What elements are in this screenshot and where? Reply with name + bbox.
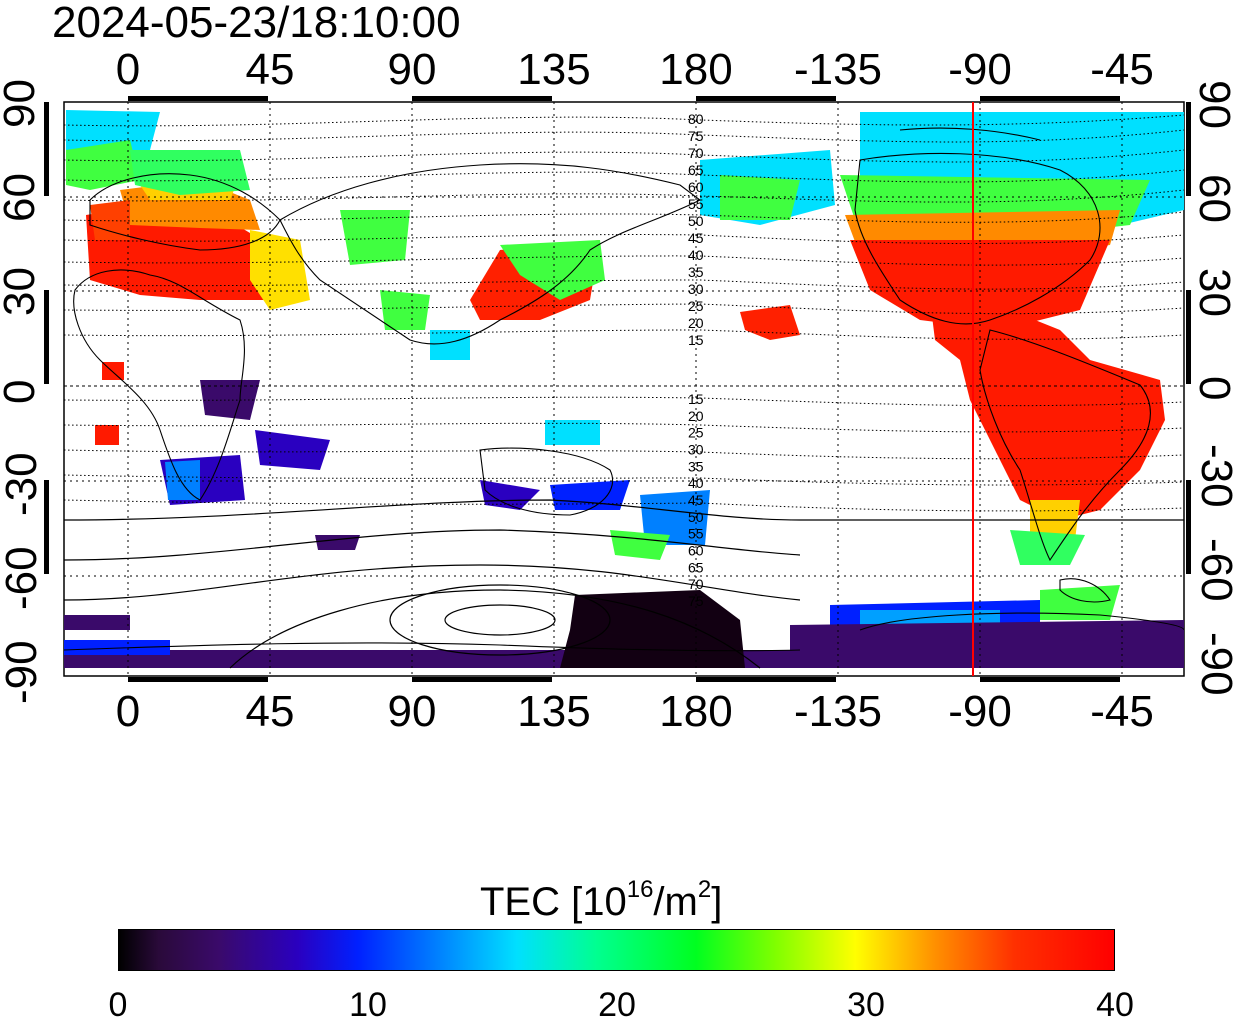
- contour-label-north: 80: [688, 111, 704, 127]
- lon-tick-top-2: 90: [387, 45, 437, 94]
- contour-label-north: 30: [688, 281, 704, 297]
- contour-label-north: 20: [688, 315, 704, 331]
- colorbar-label-3: 30: [847, 986, 885, 1024]
- lat-tick-left-3: 0: [0, 380, 44, 404]
- frame-tick-bars: [44, 96, 1191, 682]
- contour-label-north: 60: [688, 179, 704, 195]
- lat-tick-left-2: 30: [0, 267, 44, 316]
- colorbar-title: TEC [1016/m2]: [480, 868, 722, 924]
- lon-tick-top-0: 0: [115, 45, 141, 94]
- lon-tick-top-1: 45: [245, 45, 295, 94]
- colorbar-title-exponent-2: 2: [697, 876, 712, 903]
- contour-label-north: 55: [688, 196, 704, 212]
- tec-map: 8075706560555045403530252015152025303540…: [44, 96, 1191, 682]
- lat-tick-left-1: 60: [0, 173, 44, 222]
- colorbar: [118, 929, 1115, 971]
- lat-tick-right-2: 30: [1190, 268, 1235, 317]
- colorbar-title-prefix: TEC [10: [480, 880, 627, 924]
- magnetic-contours: [64, 114, 1184, 512]
- contour-label-north: 15: [688, 332, 704, 348]
- lat-tick-right-3: 0: [1190, 376, 1235, 401]
- contour-label-south: 20: [688, 408, 704, 424]
- lon-tick-top-5: -135: [793, 45, 883, 94]
- lon-tick-bottom-4: 180: [659, 687, 733, 736]
- contour-label-south: 45: [688, 492, 704, 508]
- contour-label-south: 30: [688, 442, 704, 458]
- lat-tick-left-0: 90: [0, 79, 44, 128]
- lon-tick-bottom-6: -90: [948, 687, 1012, 736]
- contour-label-north: 25: [688, 298, 704, 314]
- contour-label-north: 40: [688, 247, 704, 263]
- contour-label-south: 60: [688, 543, 704, 559]
- contour-label-north: 35: [688, 264, 704, 280]
- lat-tick-right-1: 60: [1190, 174, 1235, 223]
- lat-tick-left-4: -30: [0, 452, 46, 516]
- contour-label-south: 15: [688, 391, 704, 407]
- colorbar-label-1: 10: [349, 986, 387, 1024]
- contour-label-north: 50: [688, 213, 704, 229]
- lat-tick-right-0: 90: [1190, 80, 1235, 129]
- lon-tick-top-4: 180: [659, 45, 733, 94]
- colorbar-title-suffix: ]: [711, 880, 723, 924]
- contour-label-north: 75: [688, 128, 704, 144]
- timestamp: 2024-05-23/18:10:00: [52, 0, 461, 47]
- colorbar-title-mid: /m: [653, 880, 698, 924]
- lat-tick-right-5: -60: [1192, 538, 1235, 602]
- colorbar-label-2: 20: [598, 986, 636, 1024]
- contour-label-south: 35: [688, 458, 704, 474]
- southern-solid-contours: [64, 499, 1184, 669]
- contour-label-north: 45: [688, 230, 704, 246]
- contour-label-south: 40: [688, 475, 704, 491]
- lon-tick-bottom-2: 90: [387, 687, 437, 736]
- contour-label-south: 75: [688, 593, 704, 609]
- lon-tick-bottom-7: -45: [1090, 687, 1154, 736]
- lat-tick-left-6: -90: [0, 640, 46, 704]
- contour-label-north: 65: [688, 162, 704, 178]
- tec-data-patches: [64, 110, 1184, 668]
- lon-tick-top-6: -90: [948, 45, 1012, 94]
- contour-label-south: 25: [688, 425, 704, 441]
- lat-tick-left-5: -60: [0, 546, 46, 610]
- contour-label-group: 8075706560555045403530252015152025303540…: [688, 111, 704, 609]
- contour-label-south: 55: [688, 526, 704, 542]
- lon-tick-top-3: 135: [517, 45, 591, 94]
- coastlines: [64, 127, 1184, 652]
- lon-tick-bottom-5: -135: [793, 687, 883, 736]
- lat-tick-right-6: -90: [1192, 632, 1235, 696]
- colorbar-title-exponent: 16: [626, 876, 654, 903]
- lon-tick-bottom-0: 0: [115, 687, 141, 736]
- lon-tick-bottom-1: 45: [245, 687, 295, 736]
- contour-label-south: 65: [688, 559, 704, 575]
- lon-tick-bottom-3: 135: [517, 687, 591, 736]
- contour-label-south: 50: [688, 509, 704, 525]
- contour-label-south: 70: [688, 576, 704, 592]
- colorbar-label-0: 0: [108, 986, 128, 1024]
- lon-tick-top-7: -45: [1090, 45, 1154, 94]
- colorbar-label-4: 40: [1096, 986, 1134, 1024]
- contour-label-north: 70: [688, 145, 704, 161]
- lat-tick-right-4: -30: [1192, 444, 1235, 508]
